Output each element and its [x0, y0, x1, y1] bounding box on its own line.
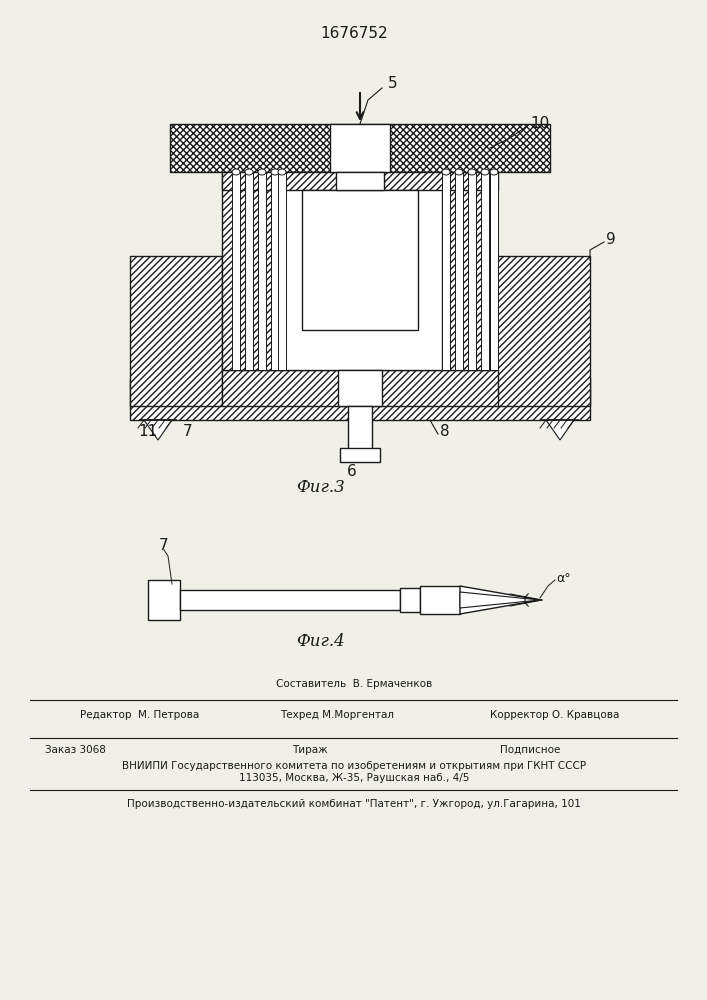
- Polygon shape: [144, 420, 172, 440]
- Ellipse shape: [455, 169, 463, 175]
- Text: 113035, Москва, Ж-35, Раушская наб., 4/5: 113035, Москва, Ж-35, Раушская наб., 4/5: [239, 773, 469, 783]
- Bar: [170, 124, 550, 172]
- Polygon shape: [460, 586, 540, 614]
- Bar: [442, 172, 496, 370]
- Text: 6: 6: [347, 464, 357, 480]
- Text: 9: 9: [606, 232, 616, 247]
- Bar: [180, 590, 400, 610]
- Text: 8: 8: [440, 424, 450, 440]
- Text: Тираж: Тираж: [292, 745, 328, 755]
- Bar: [271, 172, 279, 370]
- Ellipse shape: [481, 169, 489, 175]
- Bar: [420, 586, 460, 614]
- Bar: [232, 172, 240, 370]
- Text: Производственно-издательский комбинат "Патент", г. Ужгород, ул.Гагарина, 101: Производственно-издательский комбинат "П…: [127, 799, 581, 809]
- Text: 1676752: 1676752: [320, 26, 388, 41]
- Bar: [338, 370, 382, 406]
- Ellipse shape: [442, 169, 450, 175]
- Ellipse shape: [468, 169, 476, 175]
- Bar: [442, 172, 450, 370]
- Bar: [130, 378, 590, 420]
- Bar: [468, 172, 476, 370]
- Text: Подписное: Подписное: [500, 745, 560, 755]
- Bar: [258, 172, 266, 370]
- Bar: [455, 172, 463, 370]
- Text: 5: 5: [388, 77, 397, 92]
- Bar: [481, 172, 489, 370]
- Bar: [330, 124, 390, 172]
- Ellipse shape: [278, 169, 286, 175]
- Text: Заказ 3068: Заказ 3068: [45, 745, 106, 755]
- Ellipse shape: [245, 169, 253, 175]
- Text: ВНИИПИ Государственного комитета по изобретениям и открытиям при ГКНТ СССР: ВНИИПИ Государственного комитета по изоб…: [122, 761, 586, 771]
- Bar: [348, 406, 372, 452]
- Bar: [245, 172, 253, 370]
- Text: 7: 7: [159, 538, 169, 554]
- Bar: [222, 172, 278, 370]
- Bar: [278, 172, 442, 370]
- Polygon shape: [460, 592, 540, 608]
- Ellipse shape: [271, 169, 279, 175]
- Text: 7: 7: [183, 424, 193, 440]
- Bar: [222, 172, 498, 190]
- Bar: [148, 580, 180, 620]
- Text: Фиг.3: Фиг.3: [296, 480, 344, 496]
- Bar: [496, 256, 590, 406]
- Text: α°: α°: [556, 572, 571, 584]
- Text: Составитель  В. Ермаченков: Составитель В. Ермаченков: [276, 679, 432, 689]
- Bar: [490, 172, 498, 370]
- Bar: [400, 588, 420, 612]
- Polygon shape: [546, 420, 574, 440]
- Bar: [222, 370, 498, 406]
- Text: Техред М.Моргентал: Техред М.Моргентал: [280, 710, 394, 720]
- Text: Редактор  М. Петрова: Редактор М. Петрова: [80, 710, 199, 720]
- Text: 10: 10: [530, 116, 549, 131]
- Bar: [130, 256, 222, 406]
- Text: 11: 11: [139, 424, 158, 440]
- Ellipse shape: [258, 169, 266, 175]
- Bar: [336, 172, 384, 190]
- Text: Фиг.4: Фиг.4: [296, 634, 344, 650]
- Ellipse shape: [490, 169, 498, 175]
- Bar: [302, 190, 418, 330]
- Ellipse shape: [232, 169, 240, 175]
- Bar: [278, 172, 286, 370]
- Bar: [340, 448, 380, 462]
- Text: Корректор О. Кравцова: Корректор О. Кравцова: [490, 710, 619, 720]
